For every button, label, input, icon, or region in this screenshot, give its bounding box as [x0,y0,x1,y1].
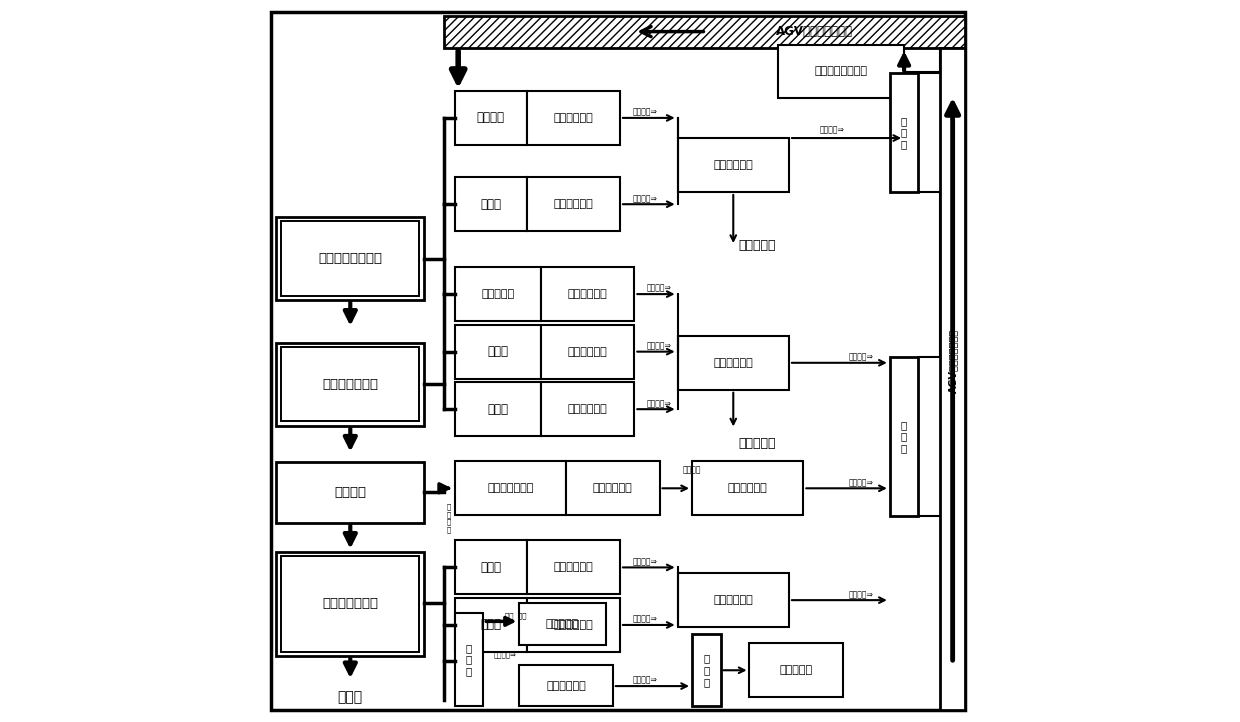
Text: 不可纺落杂: 不可纺落杂 [738,240,775,253]
Text: 条筒回花收集器: 条筒回花收集器 [487,483,533,493]
Bar [527,177,620,231]
Bar [455,598,527,652]
Text: 管道输送⇒: 管道输送⇒ [494,652,516,658]
Bar [455,177,527,231]
Bar [280,347,419,422]
Text: 络
筒
机: 络 筒 机 [466,643,472,676]
Text: 打
包
机: 打 包 机 [901,420,908,453]
Text: 打
包
机: 打 包 机 [703,653,709,687]
Text: 转杯纺待用纤维包: 转杯纺待用纤维包 [815,66,868,77]
Text: 清棉滤尘装置: 清棉滤尘装置 [713,595,753,605]
Bar [527,541,620,594]
Bar [455,541,527,594]
Bar [455,267,541,321]
Text: 粗细络联合机组: 粗细络联合机组 [322,597,378,610]
Bar [692,461,804,516]
Text: 管道输送⇒: 管道输送⇒ [647,399,672,408]
Text: 摆动式切断器: 摆动式切断器 [546,681,587,691]
Text: 并卷机: 并卷机 [487,345,508,358]
Text: 清棉滤尘装置: 清棉滤尘装置 [728,483,768,493]
Bar [749,643,843,697]
Text: 智能清梳联合机组: 智能清梳联合机组 [317,252,382,265]
Bar [280,556,419,651]
Bar [455,382,541,436]
Bar [455,613,484,706]
Text: 轨
道
输
送: 轨 道 输 送 [446,503,451,533]
Bar [455,325,541,378]
Text: 细纱机: 细纱机 [480,619,501,632]
Text: 轨道  输送: 轨道 输送 [505,612,527,619]
Text: 成品纱: 成品纱 [337,690,363,704]
Text: 打
包
机: 打 包 机 [901,116,908,149]
Text: 管道输送⇒: 管道输送⇒ [820,125,844,134]
Bar [455,461,565,516]
Text: 摆动式切断器: 摆动式切断器 [553,199,593,209]
Text: 三自动精梳机组: 三自动精梳机组 [322,378,378,391]
Text: 管道输送⇒: 管道输送⇒ [632,108,657,117]
Text: AGV小车输送纤维包: AGV小车输送纤维包 [776,25,853,38]
Text: 管道输送⇒: 管道输送⇒ [647,342,672,350]
Text: 摆动式切断器: 摆动式切断器 [553,562,593,573]
Bar [520,604,605,645]
Bar [455,91,527,145]
Bar [677,138,789,192]
Bar [940,48,965,710]
Text: 摆动式切断器: 摆动式切断器 [553,620,593,630]
Text: 管道输送⇒: 管道输送⇒ [632,557,657,566]
Text: 管道输送⇒: 管道输送⇒ [848,352,873,362]
Text: 摆动式切断器: 摆动式切断器 [568,347,608,357]
Text: 管道输送⇒: 管道输送⇒ [848,478,873,487]
Text: 精梳机: 精梳机 [487,403,508,416]
Bar [277,217,424,300]
Bar [527,91,620,145]
Text: 管道输送: 管道输送 [683,466,701,475]
Text: 管道输送⇒: 管道输送⇒ [632,194,657,203]
Text: 管道输送⇒: 管道输送⇒ [632,614,657,624]
Bar [541,267,635,321]
Bar [565,461,660,516]
Text: 开清机组: 开清机组 [476,111,505,124]
Text: 梳理机: 梳理机 [480,198,501,211]
Text: 清棉滤尘装置: 清棉滤尘装置 [713,160,753,170]
Bar [779,45,904,98]
Text: 摆动式切断器: 摆动式切断器 [568,289,608,299]
Bar [692,635,720,706]
Bar [520,665,613,706]
Text: 不可纺落杂: 不可纺落杂 [738,438,775,451]
Text: 粗纱机: 粗纱机 [480,561,501,574]
Text: 并条机组: 并条机组 [334,486,366,499]
Bar [541,382,635,436]
Bar [444,16,965,48]
Bar [277,343,424,426]
Bar [541,325,635,378]
Text: 管道输送⇒: 管道输送⇒ [647,284,672,293]
Text: 摆动式切断器: 摆动式切断器 [568,404,608,414]
Bar [677,336,789,390]
Text: 管道输送⇒: 管道输送⇒ [848,590,873,599]
Text: 尾纱清除机: 尾纱清除机 [546,619,579,630]
Text: 摆动式切断器: 摆动式切断器 [593,483,632,493]
Text: 预并条卷机: 预并条卷机 [481,289,515,299]
Bar [677,573,789,627]
Bar [527,598,620,652]
Text: 摆动式切断器: 摆动式切断器 [553,113,593,123]
Text: AGV小车输送纤维包: AGV小车输送纤维包 [947,329,957,393]
Text: 清棉滤尘装置: 清棉滤尘装置 [713,358,753,367]
Text: 管道输送⇒: 管道输送⇒ [632,676,657,685]
Bar [890,74,919,192]
Bar [890,357,919,516]
Text: 待售回丝包: 待售回丝包 [780,665,812,675]
Bar [277,461,424,523]
Bar [277,552,424,656]
Bar [280,222,419,295]
